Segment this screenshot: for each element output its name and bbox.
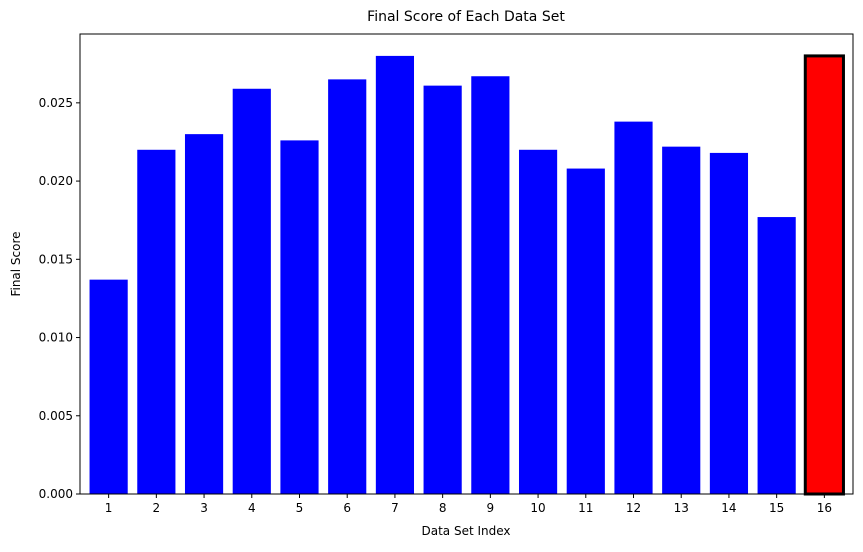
bar <box>566 168 605 495</box>
bar-highlighted <box>803 54 845 496</box>
bar <box>471 76 510 494</box>
bar <box>137 149 176 494</box>
x-axis-label: Data Set Index <box>421 524 510 538</box>
x-tick-label: 1 <box>105 501 113 515</box>
y-tick-label: 0.020 <box>39 174 73 188</box>
bar <box>709 152 749 494</box>
bar <box>280 140 319 494</box>
x-tick-label: 15 <box>769 501 784 515</box>
x-tick-label: 4 <box>248 501 256 515</box>
y-tick-label: 0.000 <box>39 487 73 501</box>
bars-layer <box>89 54 845 496</box>
x-tick-label: 8 <box>439 501 447 515</box>
x-tick-label: 16 <box>817 501 832 515</box>
bar <box>518 149 558 494</box>
x-tick-label: 5 <box>296 501 304 515</box>
y-tick-label: 0.010 <box>39 331 73 345</box>
bar <box>662 146 701 494</box>
x-axis-ticks: 1 2 3 4 5 6 7 8 9 10 11 12 13 14 15 16 <box>105 494 832 515</box>
y-tick-label: 0.015 <box>39 252 73 266</box>
y-tick-label: 0.025 <box>39 96 73 110</box>
bar <box>375 55 415 495</box>
x-tick-label: 13 <box>674 501 689 515</box>
chart-title: Final Score of Each Data Set <box>367 9 565 25</box>
x-tick-label: 11 <box>578 501 593 515</box>
y-axis-label: Final Score <box>9 231 23 296</box>
axes-layer <box>79 33 854 495</box>
x-tick-label: 10 <box>530 501 545 515</box>
bar <box>232 88 271 494</box>
plot-frame <box>79 33 854 495</box>
x-tick-label: 6 <box>343 501 351 515</box>
x-tick-label: 9 <box>487 501 495 515</box>
bar <box>614 121 653 494</box>
bar <box>328 79 367 495</box>
y-axis-ticks: 0.000 0.005 0.010 0.015 0.020 0.025 <box>39 96 80 501</box>
x-tick-label: 3 <box>200 501 208 515</box>
y-tick-label: 0.005 <box>39 409 73 423</box>
bar <box>89 279 128 494</box>
x-tick-label: 14 <box>721 501 736 515</box>
x-tick-label: 12 <box>626 501 641 515</box>
bar <box>757 217 796 494</box>
bar <box>184 134 224 494</box>
x-tick-label: 2 <box>153 501 161 515</box>
bar <box>423 85 462 494</box>
x-tick-label: 7 <box>391 501 399 515</box>
